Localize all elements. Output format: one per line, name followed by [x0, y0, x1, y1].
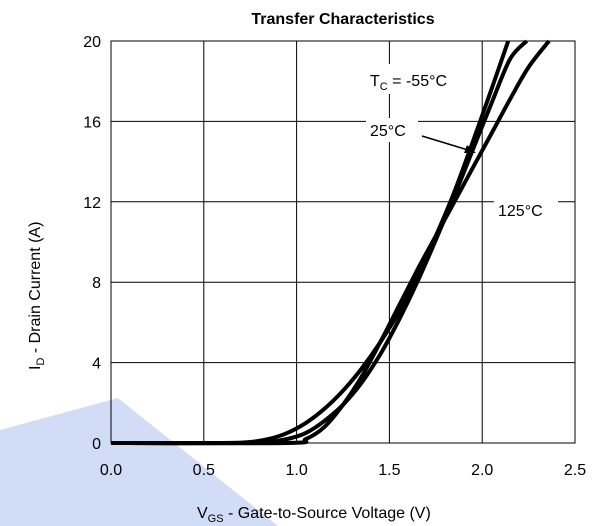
x-axis-label: VGS - Gate-to-Source Voltage (V) [197, 505, 431, 525]
series-line-25c [110, 39, 529, 446]
annotation-bg-125 [494, 198, 558, 222]
chart-title: Transfer Characteristics [251, 11, 434, 28]
y-tick-labels: 0 4 8 12 16 20 [83, 34, 101, 453]
watermark-band [0, 398, 278, 526]
plot-frame [110, 40, 576, 444]
annotation-tc-prefix: T [370, 73, 380, 90]
x-tick-label: 2.0 [471, 462, 493, 479]
y-axis-label: ID - Drain Current (A) [27, 222, 47, 370]
annotation-tc-label: TC = -55°C [370, 73, 447, 93]
y-axis-label-suffix: - Drain Current (A) [27, 222, 44, 358]
annotation-tc-suffix: = -55°C [388, 73, 447, 90]
y-tick-label: 12 [83, 195, 101, 212]
grid-lines [111, 41, 575, 443]
x-tick-label: 0.0 [100, 462, 122, 479]
x-tick-label: 1.0 [285, 462, 307, 479]
y-tick-label: 8 [92, 275, 101, 292]
annotation-arrowhead-25c [464, 145, 476, 153]
y-tick-label: 0 [92, 436, 101, 453]
x-axis-label-prefix: V [197, 505, 208, 522]
y-axis-label-sub: D [35, 358, 47, 366]
annotation-tc-sub: C [380, 81, 388, 93]
data-series [110, 39, 551, 446]
series-line-125c [110, 39, 551, 446]
x-tick-label: 1.5 [378, 462, 400, 479]
x-tick-label: 2.5 [564, 462, 586, 479]
annotation-bg-25 [366, 118, 418, 142]
x-tick-labels: 0.0 0.5 1.0 1.5 2.0 2.5 [100, 462, 586, 479]
annotation-125c-label: 125°C [498, 203, 543, 220]
annotation-arrow-25c [421, 135, 469, 151]
y-tick-label: 4 [92, 356, 101, 373]
series-line-minus55c [110, 40, 511, 446]
y-tick-label: 20 [83, 34, 101, 51]
x-axis-label-sub: GS [208, 513, 224, 525]
y-tick-label: 16 [83, 114, 101, 131]
annotation-25c-label: 25°C [370, 123, 406, 140]
x-axis-label-suffix: - Gate-to-Source Voltage (V) [224, 505, 431, 522]
x-tick-label: 0.5 [193, 462, 215, 479]
y-axis-label-prefix: I [27, 366, 44, 370]
annotation-bg-tc [358, 64, 474, 94]
